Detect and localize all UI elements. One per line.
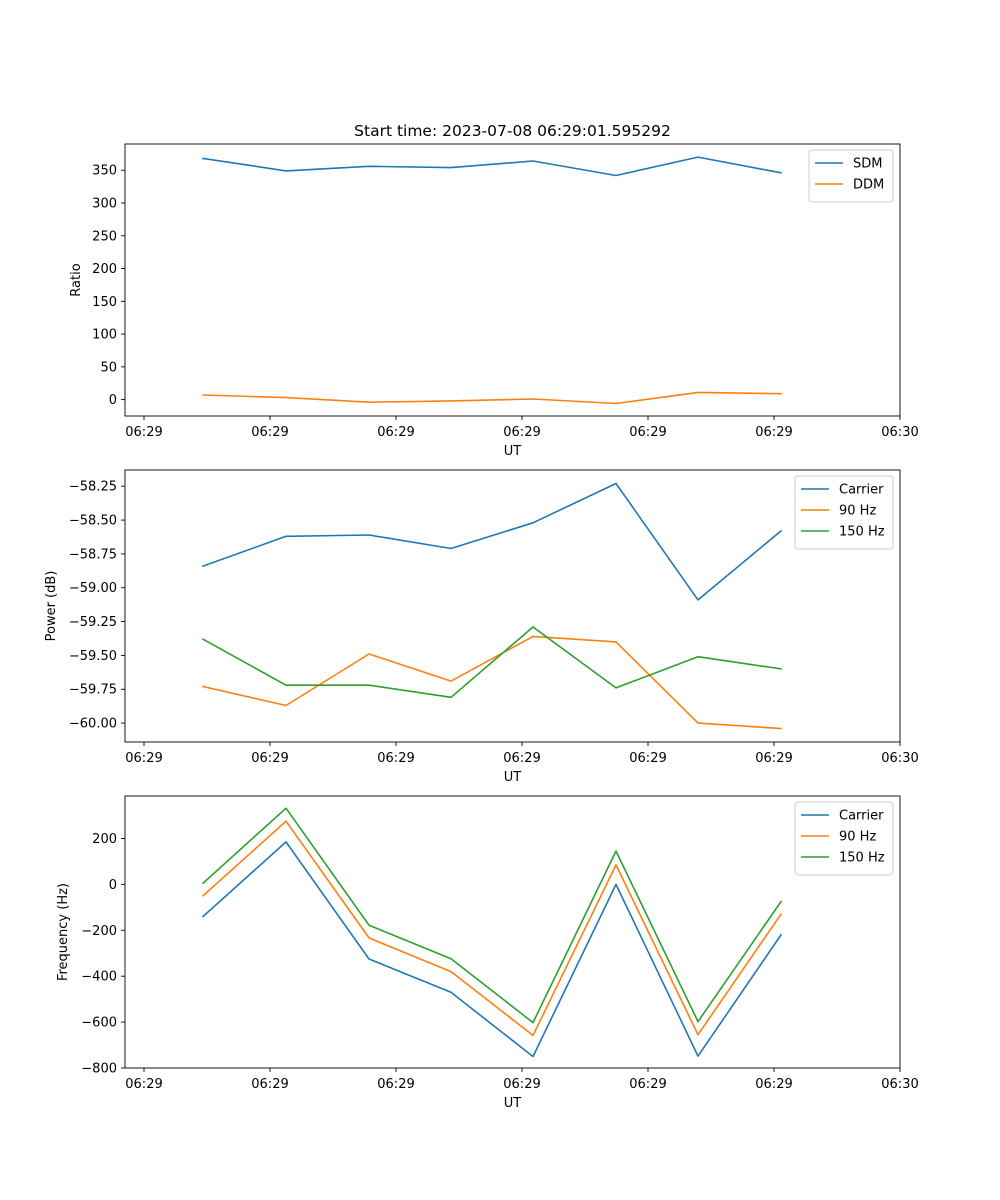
legend-label: DDM: [853, 178, 884, 193]
subplot-1: 06:29 06:29 06:29 06:29 06:29 06:29 06:30 0 50 10…: [69, 122, 919, 459]
x-tick-label: 06:29: [251, 425, 288, 440]
x-tick-label: 06:29: [377, 1077, 414, 1092]
x-tick-label: 06:29: [755, 1077, 792, 1092]
legend-label: 150 Hz: [839, 851, 885, 866]
y-tick-label: 0: [109, 878, 117, 893]
legend-label: Carrier: [839, 809, 884, 824]
x-tick-label: 06:30: [881, 751, 918, 766]
x-tick-label: 06:29: [629, 425, 666, 440]
y-tick-label: −58.25: [69, 480, 117, 495]
y-tick-label: 200: [92, 262, 117, 277]
x-tick-label: 06:29: [251, 751, 288, 766]
x-tick-label: 06:29: [629, 1077, 666, 1092]
legend-label: SDM: [853, 157, 882, 172]
x-tick-label: 06:29: [503, 425, 540, 440]
x-tick-label: 06:29: [503, 751, 540, 766]
x-tick-label: 06:29: [755, 751, 792, 766]
legend: Carrier 90 Hz 150 Hz: [794, 801, 894, 876]
x-axis-label: UT: [504, 1096, 522, 1111]
legend-label: 150 Hz: [839, 525, 885, 540]
legend: SDM DDM: [808, 149, 894, 203]
y-tick-label: −58.50: [69, 514, 117, 529]
y-tick-label: 50: [100, 360, 117, 375]
y-tick-label: −58.75: [69, 547, 117, 562]
x-tick-label: 06:30: [881, 425, 918, 440]
y-tick-label: −59.25: [69, 615, 117, 630]
x-tick-label: 06:29: [125, 425, 162, 440]
series-line-carrier: [201, 841, 783, 1058]
legend: Carrier 90 Hz 150 Hz: [794, 475, 894, 550]
y-tick-label: −600: [81, 1016, 117, 1031]
legend-label: Carrier: [839, 483, 884, 498]
y-tick-label: −800: [81, 1062, 117, 1077]
series-line-sdm: [202, 156, 782, 177]
y-tick-label: 300: [92, 196, 117, 211]
series-line-150-hz: [201, 807, 783, 1024]
y-tick-label: 350: [92, 164, 117, 179]
y-tick-label: 250: [92, 229, 117, 244]
x-tick-label: 06:29: [755, 425, 792, 440]
y-tick-label: −60.00: [69, 717, 117, 732]
x-tick-label: 06:29: [629, 751, 666, 766]
series-line-90-hz: [201, 820, 783, 1037]
x-tick-label: 06:29: [125, 1077, 162, 1092]
y-tick-label: 200: [92, 832, 117, 847]
y-tick-label: −59.50: [69, 649, 117, 664]
y-tick-label: −200: [81, 924, 117, 939]
axes-frame: [124, 795, 901, 1069]
y-tick-label: −59.75: [69, 683, 117, 698]
legend-label: 90 Hz: [839, 504, 876, 519]
y-tick-label: −400: [81, 970, 117, 985]
y-axis-label: Frequency (Hz): [56, 883, 71, 981]
x-tick-label: 06:30: [881, 1077, 918, 1092]
series-line-150-hz: [201, 626, 782, 699]
axes-frame: [124, 143, 901, 417]
subplot-3: 06:29 06:29 06:29 06:29 06:29 06:29 06:30 −800 −…: [56, 795, 919, 1111]
y-tick-label: 0: [109, 393, 117, 408]
chart-title: Start time: 2023-07-08 06:29:01.595292: [354, 122, 671, 140]
series-line-ddm: [202, 391, 782, 405]
x-axis-label: UT: [504, 770, 522, 785]
x-tick-label: 06:29: [377, 425, 414, 440]
series-line-carrier: [201, 482, 783, 601]
x-tick-label: 06:29: [125, 751, 162, 766]
y-tick-label: 150: [92, 295, 117, 310]
subplot-2: 06:29 06:29 06:29 06:29 06:29 06:29 06:30 −60.0…: [44, 469, 919, 785]
x-tick-label: 06:29: [503, 1077, 540, 1092]
y-axis-label: Ratio: [69, 263, 84, 296]
x-axis-label: UT: [504, 444, 522, 459]
x-tick-label: 06:29: [251, 1077, 288, 1092]
axes-frame: [124, 469, 901, 743]
series-line-90-hz: [202, 635, 782, 730]
y-axis-label: Power (dB): [44, 571, 59, 642]
y-tick-label: −59.00: [69, 581, 117, 596]
x-tick-label: 06:29: [377, 751, 414, 766]
legend-label: 90 Hz: [839, 830, 876, 845]
y-tick-label: 100: [92, 328, 117, 343]
